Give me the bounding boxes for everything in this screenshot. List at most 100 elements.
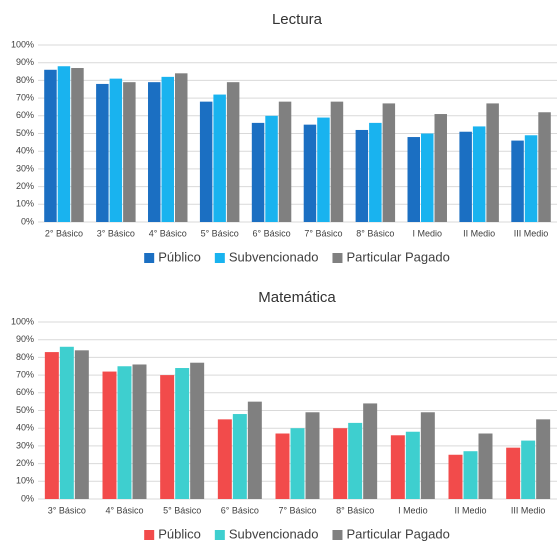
y-tick-label: 70% xyxy=(16,92,34,102)
legend-label: Subvencionado xyxy=(229,526,319,541)
bar xyxy=(521,440,536,499)
x-tick-label: 7° Básico xyxy=(304,228,342,238)
bar xyxy=(247,401,262,499)
y-tick-label: 40% xyxy=(16,423,34,433)
legend-swatch xyxy=(332,530,343,540)
bar xyxy=(472,126,486,222)
bar xyxy=(448,454,463,499)
bar xyxy=(96,83,109,222)
x-tick-label: III Medio xyxy=(511,505,546,515)
legend-label: Particular Pagado xyxy=(346,249,449,264)
y-tick-label: 30% xyxy=(16,440,34,450)
bar xyxy=(348,422,363,499)
x-tick-label: 4° Básico xyxy=(105,505,143,515)
bar xyxy=(355,129,369,222)
bar xyxy=(160,375,175,499)
bar xyxy=(109,78,123,222)
bar xyxy=(102,371,117,499)
x-tick-label: III Medio xyxy=(514,228,549,238)
x-tick-label: 6° Básico xyxy=(221,505,259,515)
x-tick-label: 6° Básico xyxy=(252,228,290,238)
bar xyxy=(278,101,292,222)
y-tick-label: 100% xyxy=(11,316,34,326)
bar xyxy=(265,115,278,222)
bar xyxy=(317,117,330,222)
legend-label: Público xyxy=(158,249,201,264)
y-tick-label: 80% xyxy=(16,75,34,85)
legend-swatch xyxy=(332,253,343,263)
x-tick-label: 7° Básico xyxy=(278,505,316,515)
bar xyxy=(463,451,478,499)
legend-swatch xyxy=(214,530,225,540)
y-tick-label: 20% xyxy=(16,458,34,468)
x-tick-label: 8° Básico xyxy=(356,228,394,238)
bar xyxy=(290,428,305,499)
legend-swatch xyxy=(214,253,225,263)
x-tick-label: 2° Básico xyxy=(45,228,83,238)
chart-title: Lectura xyxy=(272,11,323,28)
y-tick-label: 90% xyxy=(16,334,34,344)
bar xyxy=(536,419,551,499)
x-tick-label: 4° Básico xyxy=(149,228,187,238)
x-tick-label: I Medio xyxy=(398,505,428,515)
bar xyxy=(390,435,405,499)
y-tick-label: 20% xyxy=(16,181,34,191)
bar xyxy=(174,73,188,222)
bar xyxy=(405,431,420,499)
x-tick-label: 5° Básico xyxy=(201,228,239,238)
x-tick-label: II Medio xyxy=(463,228,495,238)
bar xyxy=(434,114,447,222)
bar xyxy=(232,414,247,499)
bar xyxy=(57,66,71,223)
y-tick-label: 100% xyxy=(11,39,34,49)
x-tick-label: II Medio xyxy=(454,505,486,515)
y-tick-label: 70% xyxy=(16,369,34,379)
x-tick-label: 3° Básico xyxy=(97,228,135,238)
bar xyxy=(524,135,538,222)
bar xyxy=(213,94,226,222)
y-tick-label: 80% xyxy=(16,352,34,362)
y-tick-label: 0% xyxy=(21,493,34,503)
bar xyxy=(459,131,472,222)
legend-label: Público xyxy=(158,526,201,541)
bar xyxy=(420,412,435,499)
bar xyxy=(275,433,290,499)
bar xyxy=(333,428,348,499)
bar xyxy=(71,68,84,222)
bar xyxy=(190,362,205,499)
bar xyxy=(44,69,57,222)
bar xyxy=(303,124,317,222)
bar xyxy=(148,82,161,222)
bar xyxy=(407,137,421,222)
y-tick-label: 60% xyxy=(16,110,34,120)
bar xyxy=(44,352,59,499)
bar xyxy=(251,122,265,222)
y-tick-label: 40% xyxy=(16,146,34,156)
bar xyxy=(175,368,190,499)
y-tick-label: 0% xyxy=(21,216,34,226)
y-tick-label: 90% xyxy=(16,57,34,67)
y-tick-label: 10% xyxy=(16,199,34,209)
bar xyxy=(161,76,174,222)
y-tick-label: 10% xyxy=(16,476,34,486)
x-tick-label: 3° Básico xyxy=(48,505,86,515)
x-tick-label: 5° Básico xyxy=(163,505,201,515)
bar xyxy=(369,122,382,222)
bar xyxy=(363,403,378,499)
bar xyxy=(117,366,132,499)
y-tick-label: 50% xyxy=(16,128,34,138)
bar xyxy=(511,140,524,222)
bar xyxy=(382,103,396,222)
bar xyxy=(74,350,89,499)
bar xyxy=(199,101,213,222)
bar xyxy=(132,364,147,499)
legend-swatch xyxy=(144,530,155,540)
y-tick-label: 60% xyxy=(16,387,34,397)
bar xyxy=(226,82,240,222)
y-tick-label: 50% xyxy=(16,405,34,415)
legend-swatch xyxy=(144,253,155,263)
x-tick-label: I Medio xyxy=(412,228,442,238)
y-tick-label: 30% xyxy=(16,163,34,173)
bar xyxy=(538,112,551,222)
